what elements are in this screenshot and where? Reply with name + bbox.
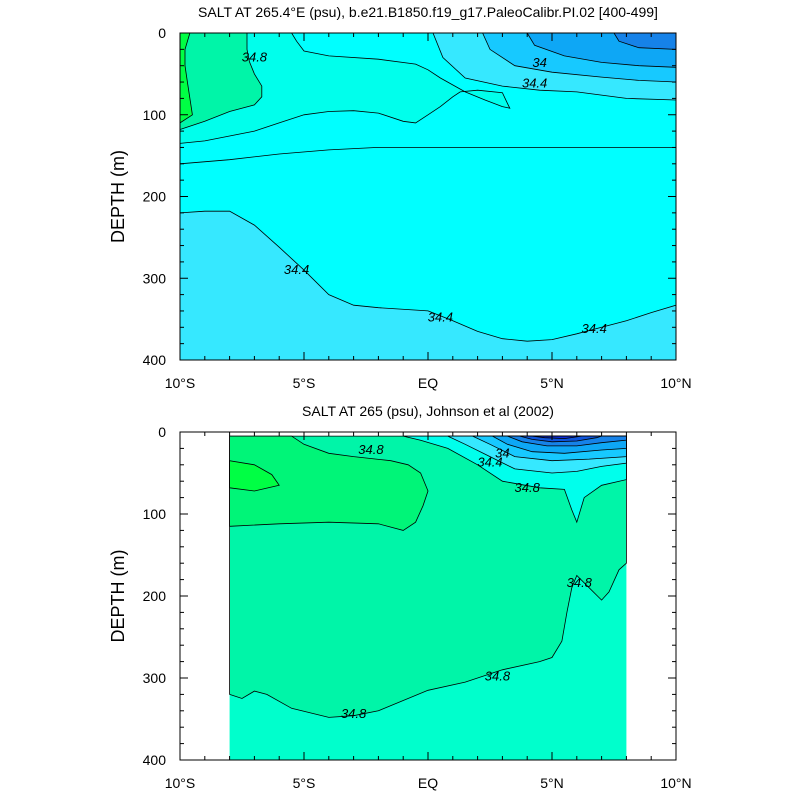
y-tick-label: 100 [143,506,167,522]
y-axis-label: DEPTH (m) [108,550,128,643]
x-tick-label: 10°S [165,775,196,791]
contour-plot-area [229,435,627,760]
x-tick-label: 10°N [660,375,691,391]
contour-label: 34.4 [522,76,547,91]
contour-label: 34.4 [477,454,502,469]
chart-title: SALT AT 265.4°E (psu), b.e21.B1850.f19_g… [198,4,658,20]
salinity-region-34.8 [180,33,263,130]
x-tick-label: 10°S [165,375,196,391]
contour-label: 34.4 [284,262,309,277]
x-tick-label: EQ [418,375,438,391]
x-tick-label: 5°S [293,775,316,791]
y-tick-label: 0 [158,424,166,440]
contour-label: 34.8 [242,50,268,65]
salinity-region-35 [180,33,193,124]
contour-label: 34.8 [358,442,384,457]
y-tick-label: 400 [143,352,167,368]
salinity-region-34.4 [180,210,676,360]
y-tick-label: 300 [143,670,167,686]
salinity-region-33.4 [532,435,582,440]
salinity-region-34.6 [180,33,511,144]
x-tick-label: 5°N [540,375,564,391]
y-tick-label: 400 [143,752,167,768]
contour-label: 34 [532,55,546,70]
contour-label: 34.8 [485,668,511,683]
y-tick-label: 0 [158,25,166,41]
y-tick-label: 200 [143,189,167,205]
x-tick-label: 5°S [293,375,316,391]
salinity-region-35.1 [229,460,280,492]
contour-plot-area [180,33,676,360]
contour-label: 34.8 [567,575,593,590]
x-tick-label: EQ [418,775,438,791]
contour-label: 34 [495,445,509,460]
y-tick-label: 300 [143,270,167,286]
contour-label: 34.8 [515,480,541,495]
salinity-region-35 [229,435,429,531]
x-tick-label: 5°N [540,775,564,791]
chart-title: SALT AT 265 (psu), Johnson et al (2002) [302,403,554,419]
contour-label: 34.4 [428,309,453,324]
y-tick-label: 200 [143,588,167,604]
x-tick-label: 10°N [660,775,691,791]
y-tick-label: 100 [143,107,167,123]
contour-label: 34.8 [341,706,367,721]
panel-1: 34.8 34 34.4 34.4 34.4 34.4 10°S 5°S EQ 5°N 10°N 0 1… [108,4,692,391]
contour-line [180,147,676,165]
salinity-region-33.8 [613,33,676,50]
contour-label: 34.4 [582,321,607,336]
y-axis-label: DEPTH (m) [108,150,128,243]
